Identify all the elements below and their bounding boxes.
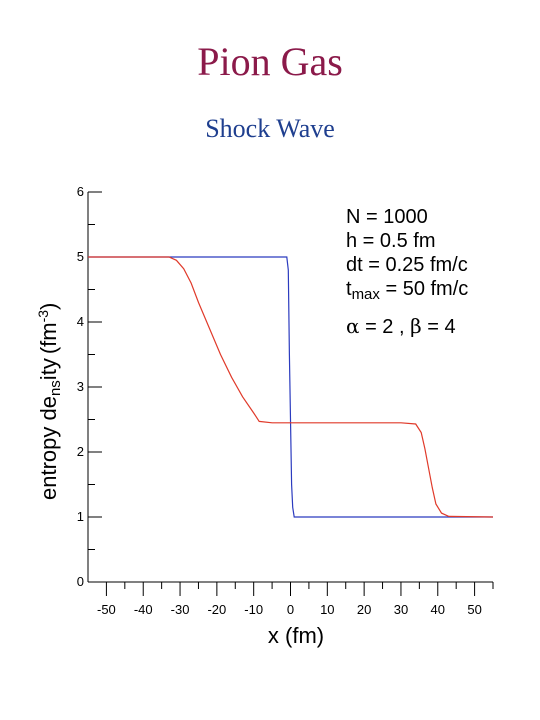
series-group <box>88 256 494 518</box>
series-line-2 <box>88 256 494 518</box>
x-axis-ticks: -50 -40 -30 -20 -10 0 10 20 30 40 50 <box>97 582 494 617</box>
x-tick-label: 10 <box>320 602 334 617</box>
annotation-alpha-beta: α = 2 , β = 4 <box>346 314 456 338</box>
annotation-tmax-rest: = 50 fm/c <box>380 278 468 300</box>
y-axis-label: entropy density (fm-3) <box>35 303 64 500</box>
x-tick-label: 40 <box>431 602 445 617</box>
y-label-part-5: ( <box>36 346 61 354</box>
y-label-part-2: ns <box>47 380 64 396</box>
x-tick-label: -10 <box>244 602 263 617</box>
annotation-n: N = 1000 <box>346 206 428 228</box>
y-label-part-7: -3 <box>35 310 51 323</box>
alpha-value: = 2 , <box>360 316 411 338</box>
annotation-dt: dt = 0.25 fm/c <box>346 254 468 276</box>
x-tick-label: 30 <box>394 602 408 617</box>
x-tick-label: -50 <box>97 602 116 617</box>
beta-symbol: β <box>410 314 422 338</box>
x-tick-label: -40 <box>134 602 153 617</box>
series-line-1 <box>88 256 493 518</box>
page-subtitle: Shock Wave <box>205 114 335 143</box>
annotation-tmax: tmax = 50 fm/c <box>346 278 468 303</box>
y-label-part-4: ty <box>36 358 61 375</box>
x-tick-label: -20 <box>207 602 226 617</box>
y-label-part-8: ) <box>36 303 61 310</box>
y-tick-label: 6 <box>77 184 84 199</box>
y-axis-ticks: 0 1 2 3 4 5 6 <box>77 184 102 589</box>
y-label-part-3: i <box>36 375 61 380</box>
x-axis-label: x (fm) <box>268 623 324 648</box>
y-tick-label: 5 <box>77 249 84 264</box>
x-tick-label: 50 <box>467 602 481 617</box>
x-tick-label: -30 <box>171 602 190 617</box>
y-tick-label: 4 <box>77 314 84 329</box>
y-tick-label: 2 <box>77 444 84 459</box>
y-label-part-6: fm <box>36 322 61 346</box>
y-tick-label: 3 <box>77 379 84 394</box>
annotation-block: N = 1000 h = 0.5 fm dt = 0.25 fm/c tmax … <box>346 206 468 338</box>
annotation-tmax-sub: max <box>352 286 381 303</box>
alpha-symbol: α <box>346 314 360 338</box>
x-tick-label: 0 <box>287 602 294 617</box>
y-tick-label: 0 <box>77 574 84 589</box>
y-label-part-1: entropy de <box>36 396 61 500</box>
beta-value: = 4 <box>422 316 456 338</box>
page-title: Pion Gas <box>197 39 343 84</box>
annotation-tmax-t: t <box>346 278 352 300</box>
x-tick-label: 20 <box>357 602 371 617</box>
annotation-h: h = 0.5 fm <box>346 230 436 252</box>
y-tick-label: 1 <box>77 509 84 524</box>
